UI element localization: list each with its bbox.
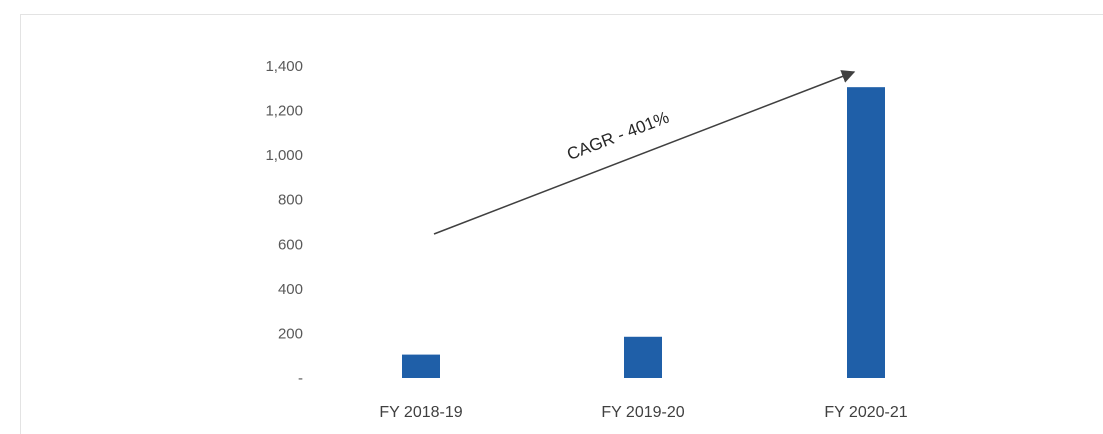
y-tick-label: 1,200 [265,103,303,120]
y-tick-label: 1,400 [265,58,303,75]
y-tick-label: 1,000 [265,147,303,164]
x-tick-label: FY 2020-21 [824,404,907,421]
x-tick-label: FY 2019-20 [601,404,684,421]
bar [847,87,885,379]
x-tick-label: FY 2018-19 [379,404,462,421]
y-tick-label: 600 [278,236,303,253]
cagr-arrow [433,70,856,235]
y-axis: - 200 400 600 800 1,000 1,200 1,400 [265,58,303,387]
bar [624,336,662,378]
chart-frame [20,14,1103,434]
y-tick-label: 400 [278,281,303,298]
y-tick-label: - [298,370,303,387]
bars [402,87,885,379]
cagr-annotation: CAGR - 401% [433,70,856,235]
y-tick-label: 200 [278,325,303,342]
bar [402,354,440,378]
x-axis: FY 2018-19 FY 2019-20 FY 2020-21 [379,404,907,421]
y-tick-label: 800 [278,192,303,209]
cagr-label: CAGR - 401% [564,108,671,164]
